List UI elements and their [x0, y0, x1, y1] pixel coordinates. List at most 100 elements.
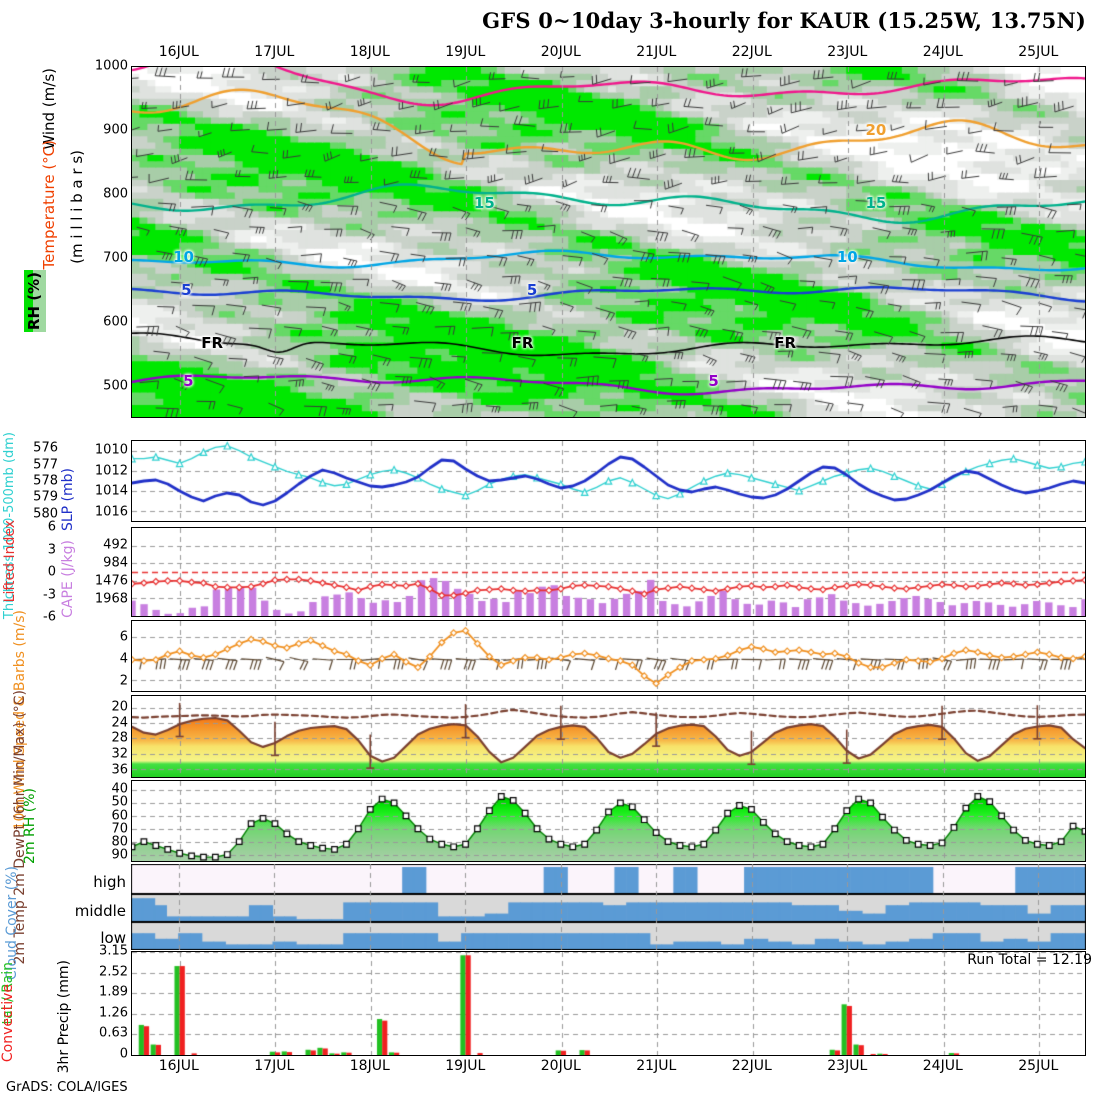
date-label-bottom: 21JUL: [636, 1058, 677, 1074]
precip-convective-label: Convective: [0, 984, 16, 1063]
precip-ytick: 0.63: [99, 1025, 128, 1041]
contour-label: 15: [473, 194, 495, 213]
thickness-ytick: 580: [33, 506, 58, 522]
date-label-top: 20JUL: [540, 44, 581, 60]
temp2m-canvas: [132, 696, 1085, 777]
slp-thickness-panel[interactable]: [131, 440, 1086, 522]
slp-ytick: 1016: [94, 504, 128, 520]
precip-axis-label: 3hr Precip (mm): [56, 960, 72, 1074]
cross-section-panel[interactable]: [131, 66, 1086, 418]
date-label-top: 25JUL: [1018, 44, 1059, 60]
thickness-yticks: 580 579 578 577 576: [18, 440, 58, 522]
rh-ytick: 90: [111, 847, 128, 863]
wind-ytick: 2: [119, 673, 128, 689]
rh2m-canvas: [132, 781, 1085, 861]
temp-ytick: 36: [111, 762, 128, 778]
rh-color-swatch: [24, 270, 46, 332]
wind10m-yticks: 6 4 2: [90, 620, 128, 692]
slp-axis-label: SLP (mb): [60, 468, 76, 532]
slp-thickness-canvas: [132, 441, 1085, 521]
cloud-cover-canvas: [131, 864, 1086, 950]
wind-ytick: 6: [119, 629, 128, 645]
footer-credit: GrADS: COLA/IGES: [6, 1080, 128, 1095]
cloud-cover-panel[interactable]: [131, 864, 1086, 950]
cape-lifted-index-panel[interactable]: [131, 527, 1086, 617]
precip-ytick: 3.15: [99, 943, 128, 959]
contour-label: 5: [181, 281, 192, 299]
rh2m-axis-label: 2m RH (%): [22, 788, 38, 864]
temp-ytick: 28: [111, 730, 128, 746]
contour-label: 15: [865, 194, 887, 213]
precip-ytick: 1.89: [99, 984, 128, 1000]
li-ytick: -3: [43, 587, 56, 602]
contour-label: 10: [836, 247, 858, 266]
contour-label: FR: [511, 333, 534, 352]
date-label-bottom: 19JUL: [445, 1058, 486, 1074]
rh2m-panel[interactable]: [131, 780, 1086, 862]
slp-ytick: 1010: [94, 442, 128, 458]
cape-ytick: 1968: [94, 591, 128, 607]
slp-yticks: 1016 1014 1012 1010: [78, 440, 128, 522]
cape-ytick: 984: [103, 555, 128, 571]
thickness-ytick: 579: [33, 489, 58, 505]
date-label-top: 23JUL: [827, 44, 868, 60]
cape-ytick: 492: [103, 537, 128, 553]
li-ytick: 3: [47, 542, 56, 557]
wind-ytick: 4: [119, 651, 128, 667]
date-label-top: 19JUL: [445, 44, 486, 60]
date-label-top: 16JUL: [158, 44, 199, 60]
contour-label: 5: [183, 372, 194, 390]
temp2m-panel[interactable]: [131, 695, 1086, 778]
contour-label: 5: [708, 372, 719, 390]
li-ytick: 0: [47, 564, 56, 580]
xsec-wind-label: Wind (m/s): [40, 68, 58, 150]
slp-ytick: 1012: [94, 463, 128, 479]
xsec-ytick: 500: [103, 378, 128, 394]
contour-label: FR: [201, 333, 224, 352]
cape-yticks: 1968 1476 984 492: [78, 527, 128, 617]
wind10m-panel[interactable]: [131, 620, 1086, 692]
temp-ytick: 20: [111, 699, 128, 715]
precip-panel[interactable]: [131, 951, 1086, 1056]
xsec-ytick: 900: [103, 122, 128, 138]
date-label-top: 24JUL: [922, 44, 963, 60]
cape-axis-label: CAPE (J/kg): [60, 540, 76, 618]
cape-ytick: 1476: [94, 573, 128, 589]
xsec-pressure-label: (m i l l i b a r s): [68, 150, 86, 264]
date-label-bottom: 18JUL: [349, 1058, 390, 1074]
cape-canvas: [132, 528, 1085, 616]
rh-ytick: 60: [111, 808, 128, 824]
cloud-row-middle-label: middle: [74, 902, 126, 920]
precip-ytick: 0: [119, 1046, 128, 1062]
date-label-bottom: 20JUL: [540, 1058, 581, 1074]
contour-label: 20: [865, 121, 887, 140]
precip-ytick: 1.26: [99, 1005, 128, 1021]
rh-ytick: 50: [111, 794, 128, 810]
xsec-ytick: 700: [103, 250, 128, 266]
xsec-ytick: 600: [103, 314, 128, 330]
cloud-row-low-label: low: [100, 929, 126, 947]
temp-ytick: 32: [111, 746, 128, 762]
precip-yticks: 3.15 2.52 1.89 1.26 0.63 0: [72, 944, 128, 1062]
cloud-row-high-label: high: [93, 873, 126, 891]
date-label-top: 22JUL: [731, 44, 772, 60]
rh2m-yticks: 90 80 70 60 50 40: [90, 780, 128, 863]
date-label-bottom: 24JUL: [922, 1058, 963, 1074]
temp2m-yticks: 36 32 28 24 20: [90, 695, 128, 778]
precip-ytick: 2.52: [99, 964, 128, 980]
precip-canvas: [132, 952, 1085, 1055]
date-label-top: 17JUL: [254, 44, 295, 60]
date-label-bottom: 25JUL: [1018, 1058, 1059, 1074]
xsec-ytick: 800: [103, 186, 128, 202]
contour-label: 10: [173, 247, 194, 266]
date-label-bottom: 16JUL: [158, 1058, 199, 1074]
rh-ytick: 40: [111, 781, 128, 797]
temp-ytick: 24: [111, 715, 128, 731]
xsec-ytick: 1000: [94, 58, 128, 74]
cross-section-canvas: [132, 67, 1085, 417]
date-label-top: 18JUL: [349, 44, 390, 60]
xsec-temperature-label: Temperature (°C): [40, 140, 58, 270]
lifted-index-yticks: -6 -3 0 3 6: [18, 520, 56, 625]
li-ytick: 6: [47, 519, 56, 535]
